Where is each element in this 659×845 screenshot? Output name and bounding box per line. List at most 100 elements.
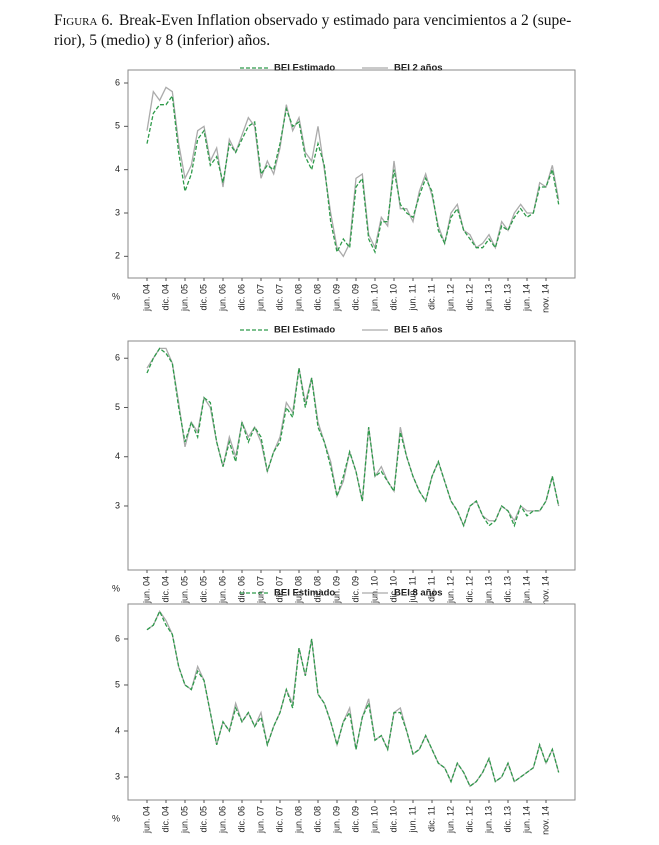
series-line	[146, 347, 560, 528]
x-tick-label: dic. 10	[388, 284, 398, 311]
caption-text: Break-Even Inflation observado y estimad…	[119, 12, 571, 29]
x-tick-label: dic. 11	[426, 576, 436, 602]
x-tick-label: jun. 10	[369, 806, 379, 834]
x-tick-label: jun. 10	[369, 576, 379, 604]
x-tick-label: dic. 06	[236, 576, 246, 603]
x-tick-label: jun. 05	[179, 284, 189, 312]
x-tick-label: jun. 12	[445, 806, 455, 834]
x-tick-label: jun. 11	[407, 284, 417, 311]
x-tick-label: nov. 14	[540, 284, 550, 313]
x-tick-label: jun. 07	[255, 284, 265, 312]
series-line	[146, 610, 560, 788]
legend-label: BEI Estimado	[274, 325, 335, 336]
y-tick-label: 6	[115, 77, 120, 87]
x-tick-label: dic. 09	[350, 284, 360, 311]
legend-label: BEI Estimado	[274, 63, 335, 74]
x-tick-label: dic. 07	[274, 806, 284, 833]
caption-label: Figura 6.	[54, 12, 113, 29]
x-tick-label: jun. 10	[369, 284, 379, 312]
series-line	[146, 609, 560, 788]
x-tick-label: jun. 05	[179, 806, 189, 834]
x-tick-label: jun. 13	[483, 284, 493, 312]
x-tick-label: jun. 04	[141, 806, 151, 834]
plot-frame	[127, 340, 576, 571]
x-tick-label: dic. 04	[160, 576, 170, 603]
plot-frame	[127, 69, 576, 279]
x-tick-label: jun. 11	[407, 806, 417, 833]
x-tick-label: dic. 04	[160, 806, 170, 833]
y-tick-label: 5	[115, 679, 120, 689]
x-tick-label: jun. 14	[521, 806, 531, 834]
x-tick-label: jun. 08	[293, 284, 303, 312]
x-tick-label: jun. 14	[521, 284, 531, 312]
x-tick-label: jun. 07	[255, 806, 265, 834]
x-tick-label: dic. 05	[198, 806, 208, 833]
x-tick-label: dic. 12	[464, 806, 474, 833]
x-tick-label: jun. 04	[141, 284, 151, 312]
y-tick-label: 3	[115, 771, 120, 781]
y-tick-label: 6	[115, 633, 120, 643]
y-tick-label: 2	[115, 251, 120, 261]
x-tick-label: dic. 07	[274, 576, 284, 603]
y-tick-label: 5	[115, 121, 120, 131]
x-tick-label: jun. 13	[483, 576, 493, 604]
x-tick-label: jun. 09	[331, 806, 341, 834]
x-tick-label: dic. 11	[426, 284, 436, 310]
y-tick-label: 4	[115, 725, 120, 735]
x-tick-label: jun. 06	[217, 576, 227, 604]
x-tick-label: jun. 11	[407, 576, 417, 603]
x-tick-label: nov. 14	[540, 806, 550, 835]
x-tick-label: dic. 05	[198, 576, 208, 603]
x-tick-label: dic. 08	[312, 284, 322, 311]
x-tick-label: dic. 08	[312, 806, 322, 833]
x-tick-label: dic. 12	[464, 284, 474, 311]
x-tick-label: jun. 06	[217, 806, 227, 834]
series-line	[146, 347, 560, 528]
x-tick-label: dic. 13	[502, 284, 512, 311]
y-tick-label: 3	[115, 207, 120, 217]
x-tick-label: jun. 13	[483, 806, 493, 834]
x-tick-label: dic. 05	[198, 284, 208, 311]
caption-line: rior), 5 (medio) y 8 (inferior) años.	[54, 32, 270, 49]
x-tick-label: jun. 08	[293, 576, 303, 604]
x-tick-label: dic. 06	[236, 284, 246, 311]
y-tick-label: 6	[115, 353, 120, 363]
x-tick-label: jun. 05	[179, 576, 189, 604]
x-tick-label: dic. 04	[160, 284, 170, 311]
x-tick-label: dic. 06	[236, 806, 246, 833]
x-tick-label: dic. 12	[464, 576, 474, 603]
y-tick-label: 3	[115, 500, 120, 510]
x-tick-label: jun. 08	[293, 806, 303, 834]
legend-label: BEI 8 años	[394, 588, 443, 599]
x-tick-label: jun. 09	[331, 576, 341, 604]
x-tick-label: jun. 09	[331, 284, 341, 312]
x-tick-label: nov. 14	[540, 576, 550, 605]
y-tick-label: 5	[115, 402, 120, 412]
x-tick-label: dic. 10	[388, 806, 398, 833]
unit-label: %	[112, 291, 120, 301]
x-tick-label: jun. 12	[445, 576, 455, 604]
x-tick-label: dic. 10	[388, 576, 398, 603]
plot-frame	[127, 603, 576, 801]
unit-label: %	[112, 583, 120, 593]
x-tick-label: jun. 04	[141, 576, 151, 604]
legend-label: BEI Estimado	[274, 588, 335, 599]
x-tick-label: dic. 09	[350, 806, 360, 833]
y-tick-label: 4	[115, 451, 120, 461]
x-tick-label: dic. 09	[350, 576, 360, 603]
series-line	[146, 86, 560, 258]
series-line	[146, 94, 560, 254]
x-tick-label: jun. 07	[255, 576, 265, 604]
caption-line: Figura 6. Break-Even Inflation observado …	[54, 12, 571, 29]
x-tick-label: dic. 13	[502, 806, 512, 833]
x-tick-label: jun. 14	[521, 576, 531, 604]
y-tick-label: 4	[115, 164, 120, 174]
x-tick-label: dic. 08	[312, 576, 322, 603]
x-tick-label: dic. 11	[426, 806, 436, 832]
x-tick-label: jun. 12	[445, 284, 455, 312]
x-tick-label: dic. 07	[274, 284, 284, 311]
legend-label: BEI 2 años	[394, 63, 443, 74]
x-tick-label: jun. 06	[217, 284, 227, 312]
